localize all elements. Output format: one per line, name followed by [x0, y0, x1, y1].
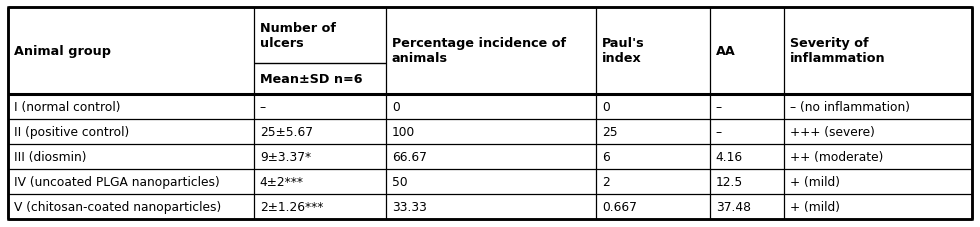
Text: IV (uncoated PLGA nanoparticles): IV (uncoated PLGA nanoparticles)	[14, 175, 220, 188]
Text: 37.48: 37.48	[715, 200, 751, 213]
Text: 100: 100	[392, 125, 416, 138]
Text: 33.33: 33.33	[392, 200, 426, 213]
Text: 25±5.67: 25±5.67	[260, 125, 313, 138]
Text: 0: 0	[602, 101, 610, 114]
Text: + (mild): + (mild)	[790, 200, 840, 213]
Text: II (positive control): II (positive control)	[14, 125, 129, 138]
Text: +++ (severe): +++ (severe)	[790, 125, 875, 138]
Text: – (no inflammation): – (no inflammation)	[790, 101, 910, 114]
Text: 0.667: 0.667	[602, 200, 637, 213]
Text: I (normal control): I (normal control)	[14, 101, 121, 114]
Text: 25: 25	[602, 125, 617, 138]
Text: –: –	[715, 125, 722, 138]
Text: –: –	[260, 101, 266, 114]
Text: 12.5: 12.5	[715, 175, 743, 188]
Text: Mean±SD n=6: Mean±SD n=6	[260, 73, 363, 86]
Text: 2: 2	[602, 175, 610, 188]
Text: 2±1.26***: 2±1.26***	[260, 200, 323, 213]
Text: Percentage incidence of
animals: Percentage incidence of animals	[392, 37, 566, 65]
Text: AA: AA	[715, 45, 736, 58]
Text: 6: 6	[602, 150, 610, 163]
Text: Animal group: Animal group	[14, 45, 111, 58]
Text: 4±2***: 4±2***	[260, 175, 304, 188]
Text: Number of
ulcers: Number of ulcers	[260, 22, 336, 50]
Text: 9±3.37*: 9±3.37*	[260, 150, 311, 163]
Text: 4.16: 4.16	[715, 150, 743, 163]
Text: ++ (moderate): ++ (moderate)	[790, 150, 883, 163]
Text: 66.67: 66.67	[392, 150, 426, 163]
Text: –: –	[715, 101, 722, 114]
Text: III (diosmin): III (diosmin)	[14, 150, 86, 163]
Text: + (mild): + (mild)	[790, 175, 840, 188]
Text: 50: 50	[392, 175, 408, 188]
Text: Paul's
index: Paul's index	[602, 37, 645, 65]
Text: Severity of
inflammation: Severity of inflammation	[790, 37, 886, 65]
Text: V (chitosan-coated nanoparticles): V (chitosan-coated nanoparticles)	[14, 200, 221, 213]
Text: 0: 0	[392, 101, 400, 114]
